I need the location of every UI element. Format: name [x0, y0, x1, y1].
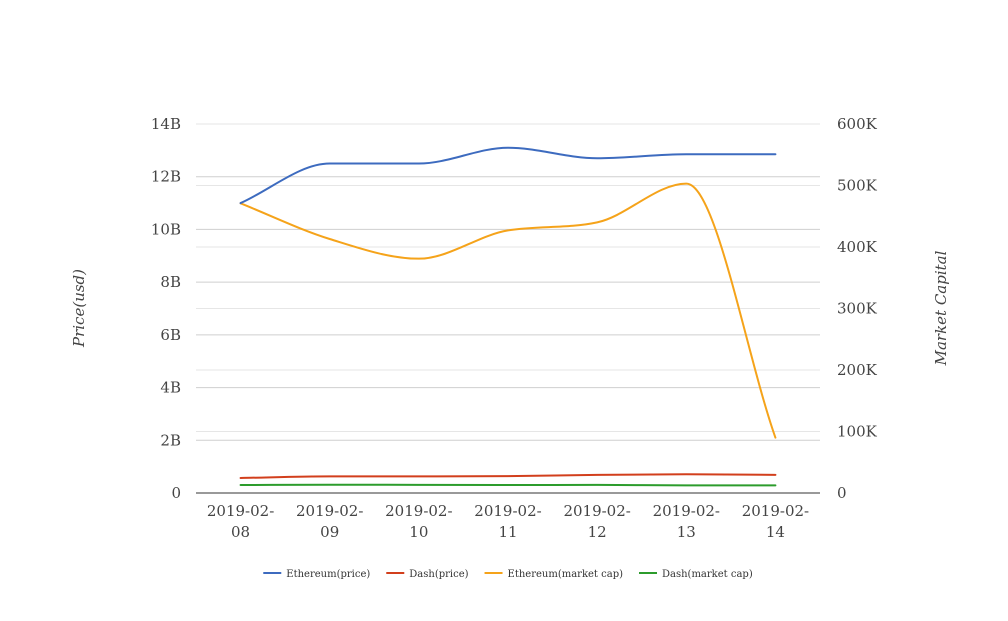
legend-item-dash-price[interactable]: Dash(price): [386, 569, 469, 580]
legend-label: Ethereum(market cap): [508, 569, 624, 580]
y-right-tick-label: 100K: [837, 423, 878, 441]
y-right-tick-label: 300K: [837, 300, 878, 318]
x-tick-label: 2019-02-09: [296, 502, 363, 541]
y-axis-right-title: Market Capital: [932, 250, 950, 366]
legend-item-dash-market-cap[interactable]: Dash(market cap): [639, 569, 753, 580]
legend-label: Dash(price): [409, 569, 468, 580]
y-right-tick-label: 600K: [837, 115, 878, 133]
legend-label: Dash(market cap): [662, 569, 753, 580]
x-tick-label: 2019-02-12: [563, 502, 630, 541]
series-line-ethereum-price: [239, 146, 777, 205]
y-right-tick-label: 500K: [837, 177, 878, 195]
series-line-ethereum-market-cap: [239, 182, 777, 439]
y-left-tick-label: 14B: [151, 115, 181, 133]
y-left-tick-label: 2B: [160, 431, 181, 449]
x-tick-label: 2019-02-08: [207, 502, 274, 541]
y-left-tick-label: 6B: [160, 326, 181, 344]
y-right-tick-label: 400K: [837, 238, 878, 256]
legend-item-ethereum-price[interactable]: Ethereum(price): [263, 569, 370, 580]
legend-item-ethereum-market-cap[interactable]: Ethereum(market cap): [484, 569, 624, 580]
y-left-tick-label: 8B: [160, 273, 181, 291]
x-tick-label: 2019-02-13: [653, 502, 720, 541]
y-right-tick-label: 0: [837, 484, 847, 502]
y-axis-left-title: Price(usd): [70, 269, 88, 348]
legend-label: Ethereum(price): [286, 569, 370, 580]
axes: 0 2B 4B 6B 8B 10B 12B 14B 0 100K 200K 300K 400K 500K 6…: [151, 115, 878, 541]
y-left-tick-label: 0: [171, 484, 181, 502]
x-tick-label: 2019-02-10: [385, 502, 452, 541]
x-tick-label: 2019-02-11: [474, 502, 541, 541]
x-tick-label: 2019-02-14: [742, 502, 809, 541]
series-line-dash-price: [239, 473, 777, 479]
y-left-tick-label: 4B: [160, 379, 181, 397]
legend: Ethereum(price) Dash(price) Ethereum(marke…: [263, 569, 753, 580]
y-left-tick-label: 10B: [151, 220, 181, 238]
y-left-tick-label: 12B: [151, 168, 181, 186]
series-lines: [239, 146, 777, 487]
series-line-dash-market-cap: [239, 483, 777, 487]
grid: [196, 123, 820, 441]
y-right-tick-label: 200K: [837, 361, 878, 379]
